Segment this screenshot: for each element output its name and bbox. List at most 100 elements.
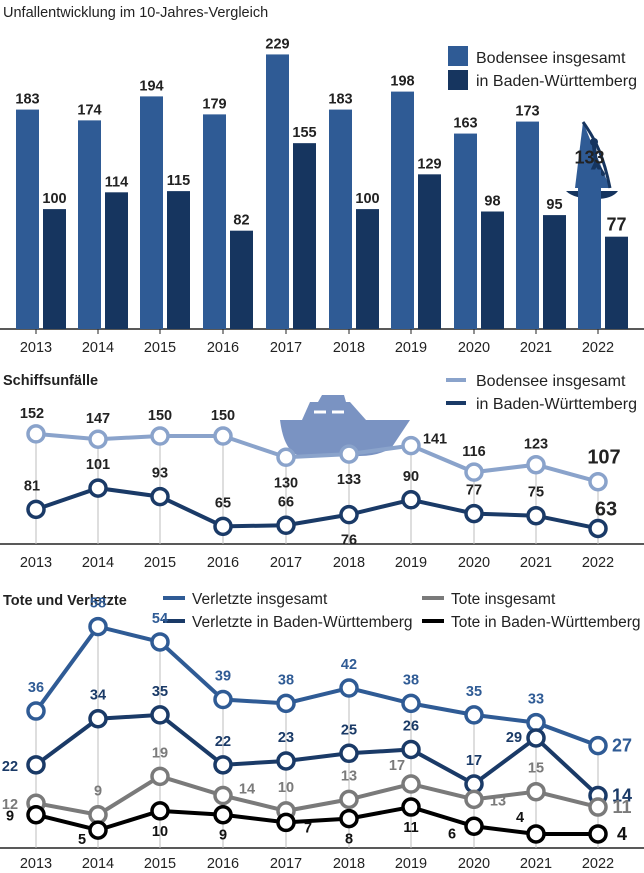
- ship-total-point: [526, 454, 546, 475]
- bar-value-label-total: 198: [390, 74, 414, 90]
- dead-total-value-label: 13: [341, 768, 357, 784]
- injured-total-point: [276, 693, 296, 714]
- dead-bw-point: [26, 804, 46, 825]
- bar-x-tick-label: 2013: [20, 340, 52, 356]
- injured-total-point: [526, 712, 546, 733]
- dead-total-value-label: 11: [612, 797, 631, 817]
- ship-total-point: [339, 444, 359, 464]
- ship-x-tick-label: 2019: [395, 555, 427, 571]
- ship-bw-point: [339, 504, 359, 525]
- bar-x-tick-label: 2020: [458, 340, 490, 356]
- chart-marks: 2013183100201417411420151941152016179822…: [0, 36, 644, 872]
- bar-value-label-total: 183: [328, 92, 352, 108]
- bar-bodensee-total: [203, 114, 226, 329]
- injured-total-value-label: 54: [152, 611, 168, 627]
- dead-bw-point: [401, 797, 421, 817]
- bar-x-tick-label: 2019: [395, 340, 427, 356]
- legend-label-bw: in Baden-Württemberg: [476, 73, 637, 90]
- ship-total-point: [150, 426, 170, 446]
- bar-baden-wuerttemberg: [167, 191, 190, 329]
- injured-bw-point: [26, 755, 46, 775]
- ship-total-point: [276, 447, 296, 468]
- ship-total-point: [26, 424, 46, 444]
- ship-x-tick-label: 2014: [82, 555, 114, 571]
- injured-bw-point: [401, 739, 421, 760]
- dead-bw-point: [464, 816, 484, 837]
- ship-bw-point: [26, 499, 46, 520]
- injured-bw-point: [464, 774, 484, 794]
- bar-bodensee-total: [78, 120, 101, 330]
- bar-value-label-bw: 82: [233, 213, 249, 229]
- dead-bw-value-label: 4: [516, 810, 524, 826]
- injured-bw-value-label: 35: [152, 684, 168, 700]
- bar-baden-wuerttemberg: [418, 174, 441, 329]
- casualty-x-tick-label: 2021: [520, 856, 552, 872]
- motorboat-icon: [280, 395, 410, 456]
- dead-total-point: [88, 804, 108, 825]
- bar-x-tick-label: 2017: [270, 340, 302, 356]
- bar-value-label-total: 194: [139, 78, 163, 94]
- bar-chart-title: Unfallentwicklung im 10-Jahres-Vergleich: [3, 5, 268, 21]
- bar-value-label-bw: 114: [105, 174, 128, 190]
- dead-total-value-label: 10: [278, 780, 294, 796]
- legend-swatch-bodensee: [448, 46, 468, 66]
- injured-bw-value-label: 26: [403, 718, 419, 734]
- ship-bw-point: [276, 515, 296, 536]
- dead-total-point: [150, 766, 170, 787]
- ship-total-point: [464, 462, 484, 482]
- bar-baden-wuerttemberg: [293, 143, 316, 329]
- dead-bw-point: [213, 804, 233, 825]
- ship-x-tick-label: 2015: [144, 555, 176, 571]
- dead-bw-point: [276, 812, 296, 833]
- bar-value-label-bw: 129: [417, 156, 441, 172]
- injured-total-value-label: 38: [278, 672, 294, 688]
- dead-total-value-label: 9: [94, 784, 102, 800]
- ship-bw-value-label: 77: [466, 483, 482, 499]
- ship-bw-value-label: 75: [528, 485, 544, 501]
- bar-baden-wuerttemberg: [356, 209, 379, 329]
- ship-x-tick-label: 2020: [458, 555, 490, 571]
- dead-bw-value-label: 10: [152, 824, 168, 840]
- ship-bw-value-label: 81: [24, 478, 40, 494]
- casualty-x-tick-label: 2016: [207, 856, 239, 872]
- bar-bodensee-total: [266, 54, 289, 329]
- dead-total-point: [339, 789, 359, 810]
- dead-total-line: [35, 774, 599, 817]
- bar-x-tick-label: 2021: [520, 340, 552, 356]
- injured-total-value-label: 58: [90, 596, 106, 612]
- ship-total-value-label: 147: [86, 411, 110, 427]
- dead-total-value-label: 14: [239, 782, 255, 798]
- injured-total-value-label: 36: [28, 680, 44, 696]
- casualty-x-tick-label: 2017: [270, 856, 302, 872]
- injured-bw-value-label: 29: [506, 730, 522, 746]
- bar-value-label-total: 183: [15, 92, 39, 108]
- dead-total-value-label: 17: [389, 758, 405, 774]
- ship-chart-title: Schiffsunfälle: [3, 373, 98, 389]
- injured-total-point: [150, 632, 170, 652]
- bar-value-label-bw: 155: [292, 125, 316, 141]
- injured-total-value-label: 27: [612, 736, 632, 756]
- dead-bw-value-label: 7: [304, 820, 312, 836]
- dead-total-point: [401, 774, 421, 794]
- legend-label-dead-total: Tote insgesamt: [451, 591, 556, 608]
- bar-value-label-total: 229: [265, 36, 289, 52]
- dead-bw-point: [150, 801, 170, 821]
- ship-total-value-label: 116: [462, 444, 485, 460]
- bar-bodensee-total: [329, 109, 352, 329]
- injured-total-point: [26, 701, 46, 721]
- dead-total-point: [464, 789, 484, 810]
- injured-bw-point: [276, 751, 296, 771]
- dead-total-value-label: 19: [152, 745, 168, 761]
- bar-value-label-bw: 95: [546, 197, 562, 213]
- ship-bw-point: [88, 478, 108, 498]
- dead-bw-value-label: 4: [617, 824, 627, 844]
- ship-x-tick-label: 2021: [520, 555, 552, 571]
- ship-x-tick-label: 2016: [207, 555, 239, 571]
- casualty-x-tick-label: 2013: [20, 856, 52, 872]
- injured-total-value-label: 42: [341, 657, 357, 673]
- bar-x-tick-label: 2015: [144, 340, 176, 356]
- bar-bodensee-total: [516, 121, 539, 329]
- ship-bw-value-label: 65: [215, 495, 231, 511]
